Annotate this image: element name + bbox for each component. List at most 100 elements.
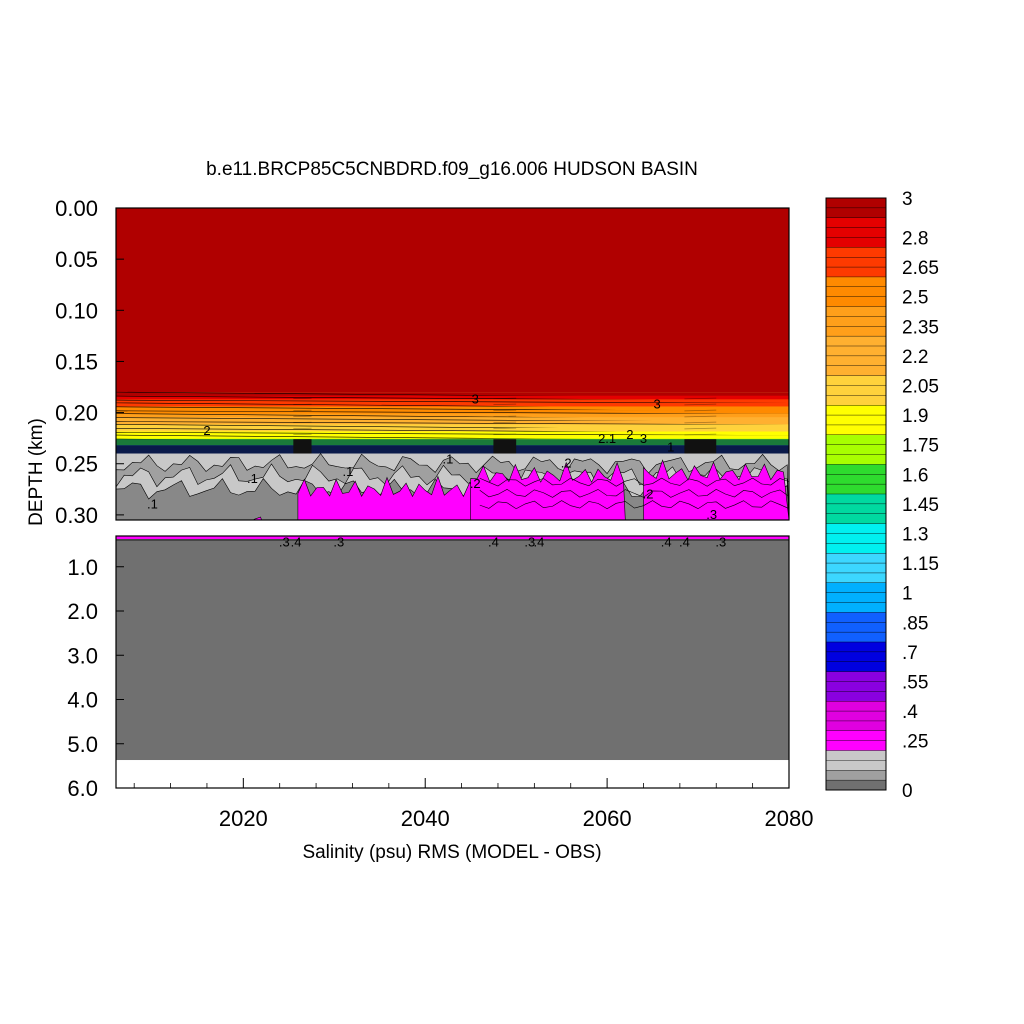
colorbar-box	[825, 296, 887, 308]
x-tick-label: 2020	[219, 806, 268, 831]
colorbar-box	[825, 671, 887, 682]
colorbar-box	[825, 424, 887, 436]
magenta-region	[643, 459, 789, 520]
colorbar-box	[825, 572, 887, 584]
contour-label: .1	[147, 497, 158, 512]
colorbar-box	[825, 257, 887, 268]
colorbar-box	[825, 306, 887, 317]
lower-magenta-band	[116, 536, 789, 539]
colorbar-label: 0	[902, 781, 913, 802]
colorbar-label: 1.9	[902, 406, 928, 427]
colorbar-box	[825, 227, 887, 238]
colorbar-label: 2.65	[902, 258, 939, 279]
gradient-band	[116, 435, 789, 440]
y-tick-label-upper: 0.10	[55, 298, 98, 323]
colorbar-box	[825, 562, 887, 574]
colorbar-box	[825, 602, 887, 613]
contour-labels: 3 322.1 2 31.1.1.1.1.2.2.2.3.3.4.3.4.3.4.4.…	[147, 391, 726, 549]
contour-label: .3	[715, 534, 726, 549]
contour-label: .3	[706, 507, 717, 522]
colorbar-box	[825, 434, 887, 446]
contour-label: .4	[291, 534, 302, 549]
gradient-band	[116, 399, 789, 404]
contour-label: 2.1	[598, 431, 616, 446]
y-tick-label-lower: 6.0	[67, 776, 98, 801]
colorbar-label: .7	[902, 643, 918, 664]
magenta-region	[297, 475, 481, 520]
contour-label: .2	[643, 486, 654, 501]
colorbar-box	[825, 760, 887, 771]
colorbar-box	[825, 355, 887, 367]
gradient-band	[116, 402, 789, 407]
colorbar-box	[825, 710, 887, 722]
contour-label: .3	[524, 534, 535, 549]
colorbar-box	[825, 770, 887, 781]
contour-label: 2	[626, 427, 633, 442]
colorbar-box	[825, 217, 887, 229]
gradient-band	[116, 431, 789, 436]
lower-panel	[116, 536, 789, 788]
colorbar-box	[825, 207, 887, 219]
y-tick-label-lower: 1.0	[67, 555, 98, 580]
colorbar-box	[825, 681, 887, 692]
lower-panel-frame	[115, 535, 790, 789]
gradient-band	[116, 417, 789, 422]
y-tick-label-lower: 5.0	[67, 732, 98, 757]
contour-label: .4	[488, 534, 499, 549]
upper-panel-frame	[115, 207, 790, 521]
colorbar-box	[825, 365, 887, 377]
below-bottom-region	[116, 760, 789, 788]
colorbar-box	[825, 464, 887, 475]
green-band	[116, 439, 789, 446]
gradient-band	[116, 406, 789, 411]
colorbar-box	[825, 513, 887, 525]
magenta-region	[247, 516, 262, 520]
colorbar-label: 2.05	[902, 376, 939, 397]
colorbar-box	[825, 405, 887, 416]
colorbar-box	[825, 651, 887, 663]
contour-label: .2	[470, 476, 481, 491]
colorbar-label: 1.6	[902, 465, 928, 486]
colorbar-box	[825, 414, 887, 426]
colorbar-box	[825, 247, 887, 258]
magenta-contour	[479, 488, 789, 498]
contour-label: .3	[279, 534, 290, 549]
colorbar-label: 2.2	[902, 347, 928, 368]
contour-label: 1	[667, 439, 674, 454]
colorbar-box	[825, 543, 887, 554]
upper-panel	[116, 208, 789, 520]
contour-label: .4	[533, 534, 544, 549]
x-tick-label: 2040	[401, 806, 450, 831]
gradient-band	[116, 392, 789, 397]
colorbar-box	[825, 523, 887, 534]
x-tick-label: 2080	[765, 806, 814, 831]
colorbar-box	[825, 326, 887, 337]
colorbar-label: 1	[902, 584, 913, 605]
colorbar-label: 1.15	[902, 554, 939, 575]
chart-title: b.e11.BRCP85C5CNBDRD.f09_g16.006 HUDSON …	[206, 159, 698, 180]
contour-cluster-dark	[493, 439, 517, 454]
y-tick-label-lower: 2.0	[67, 599, 98, 624]
colorbar-box	[825, 266, 887, 278]
y-tick-label-lower: 3.0	[67, 643, 98, 668]
colorbar-box	[825, 720, 887, 732]
contour-cluster	[293, 397, 312, 452]
colorbar-box	[825, 661, 887, 673]
colorbar-label: .4	[902, 702, 918, 723]
y-tick-label-upper: 0.20	[55, 401, 98, 426]
colorbar-frame	[825, 197, 887, 791]
colorbar-label: .25	[902, 732, 928, 753]
layer-band-upper	[116, 208, 789, 393]
contour-label: 3	[654, 396, 661, 411]
y-axis-label: DEPTH (km)	[26, 418, 47, 526]
colorbar-box	[825, 316, 887, 327]
colorbar-box	[825, 276, 887, 288]
gradient-band	[116, 424, 789, 429]
colorbar-label: 2.35	[902, 317, 939, 338]
colorbar-label: .55	[902, 672, 928, 693]
colorbar-label: 1.3	[902, 524, 928, 545]
contour-label: .4	[661, 534, 672, 549]
contour-label: .1	[443, 452, 454, 467]
magenta-region	[470, 461, 626, 520]
